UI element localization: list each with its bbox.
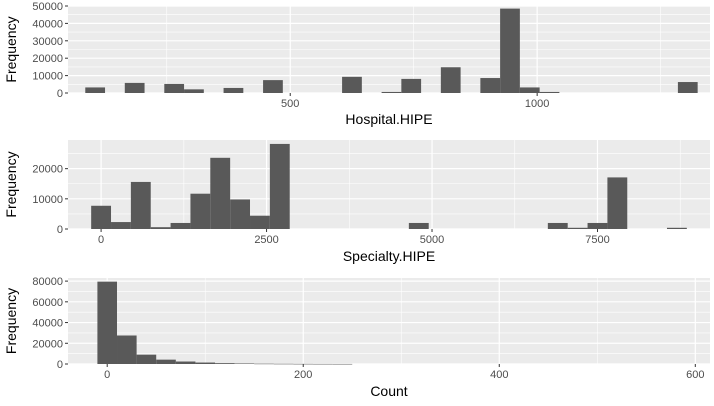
histogram-bar [170,222,191,229]
histogram-bar [130,181,151,229]
x-tick-label: 1000 [525,98,549,110]
histogram-bar [313,363,333,365]
histogram-panel-2: 0 10000 20000 0 2500 5000 7500 Specialty.HIPE Fr… [3,140,710,264]
y-tick-label: 20000 [32,338,63,350]
y-tick-label: 50000 [32,1,63,13]
histogram-bar [607,177,628,229]
histogram-bar [440,67,461,93]
histogram-bar [195,362,216,364]
histogram-bar [150,227,171,229]
y-axis-title: Frequency [3,16,19,82]
histogram-bar [342,76,362,93]
histogram-bar [97,281,118,364]
histogram-bar [587,222,608,229]
histogram-bar [184,89,204,93]
histogram-bar [408,222,429,229]
histogram-bar [539,91,560,93]
histogram-bar [91,205,112,229]
histogram-bar [480,78,501,93]
histogram-bar [210,157,231,229]
y-tick-label: 60000 [32,297,63,309]
x-tick-label: 0 [104,369,110,381]
y-axis-title: Frequency [3,151,19,217]
x-axis-title: Count [370,383,407,399]
y-tick-label: 20000 [32,164,63,176]
histogram-panel-1: 0 10000 20000 30000 40000 50000 500 1000 Hospita… [3,1,710,127]
y-tick-label: 0 [57,224,63,236]
histogram-bar [547,222,568,229]
histogram-bar [677,82,698,93]
histogram-bar [124,82,145,93]
x-axis-title: Specialty.HIPE [343,248,435,264]
histogram-bar [175,361,196,364]
histogram-bar [500,8,520,93]
histogram-bar [401,78,422,93]
histogram-bar [332,363,353,365]
x-tick-label: 600 [686,369,704,381]
y-tick-label: 30000 [32,36,63,48]
histogram-bar [164,83,185,93]
histogram-bar [263,80,283,93]
histogram-bar [250,215,270,229]
histogram-bar [254,363,274,365]
histogram-bar [381,91,402,93]
histogram-bar [215,363,235,364]
y-tick-label: 10000 [32,71,63,83]
histogram-bar [269,143,290,229]
y-tick-label: 0 [57,88,63,100]
y-axis-title: Frequency [3,288,19,354]
histogram-bar [666,227,687,229]
histogram-bar [156,359,176,364]
x-axis-title: Hospital.HIPE [345,111,432,127]
histogram-bar [519,87,540,93]
y-tick-label: 20000 [32,53,63,65]
y-tick-label: 40000 [32,18,63,30]
histogram-bar [136,354,157,364]
x-tick-label: 2500 [254,234,278,246]
histogram-bar [190,193,211,229]
y-tick-label: 80000 [32,276,63,288]
y-tick-label: 0 [57,359,63,371]
histogram-bar [85,87,106,93]
histogram-bar [230,199,251,229]
panel-background [68,278,710,364]
histogram-panel-3: 0 20000 40000 60000 80000 0 200 400 600 Count Freq… [3,276,710,399]
x-tick-label: 7500 [585,234,609,246]
x-tick-label: 200 [294,369,312,381]
histogram-bar [223,87,244,93]
x-tick-label: 400 [490,369,508,381]
x-tick-label: 0 [98,234,104,246]
histogram-bar [567,227,588,229]
histogram-bar [273,363,294,365]
y-tick-label: 10000 [32,194,63,206]
y-tick-label: 40000 [32,318,63,330]
histogram-bar [234,363,255,364]
x-tick-label: 500 [281,98,299,110]
histogram-bar [117,335,137,364]
histogram-bar [111,222,131,229]
x-tick-label: 5000 [420,234,444,246]
